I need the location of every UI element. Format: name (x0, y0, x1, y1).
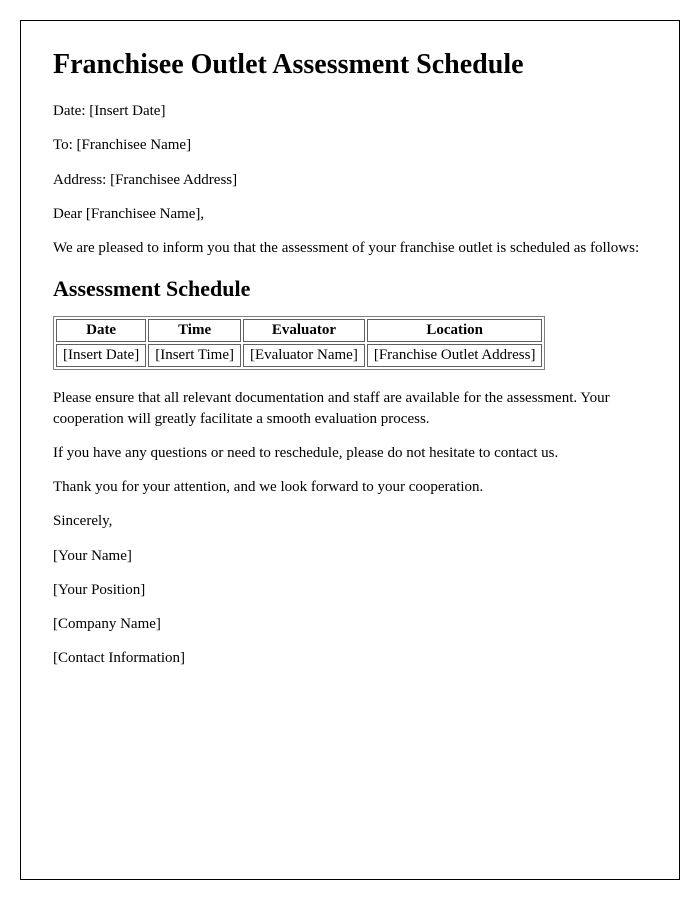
col-location: Location (367, 319, 543, 342)
cell-evaluator: [Evaluator Name] (243, 344, 365, 367)
closing-name: [Your Name] (53, 546, 647, 566)
schedule-table: Date Time Evaluator Location [Insert Dat… (53, 316, 545, 370)
col-date: Date (56, 319, 146, 342)
body-paragraph-2: If you have any questions or need to res… (53, 443, 647, 463)
intro-paragraph: We are pleased to inform you that the as… (53, 238, 647, 258)
cell-time: [Insert Time] (148, 344, 241, 367)
closing-sincerely: Sincerely, (53, 511, 647, 531)
table-header-row: Date Time Evaluator Location (56, 319, 542, 342)
date-line: Date: [Insert Date] (53, 101, 647, 121)
body-paragraph-1: Please ensure that all relevant document… (53, 388, 647, 429)
cell-date: [Insert Date] (56, 344, 146, 367)
col-evaluator: Evaluator (243, 319, 365, 342)
cell-location: [Franchise Outlet Address] (367, 344, 543, 367)
closing-position: [Your Position] (53, 580, 647, 600)
section-heading: Assessment Schedule (53, 276, 647, 302)
greeting-line: Dear [Franchisee Name], (53, 204, 647, 224)
closing-company: [Company Name] (53, 614, 647, 634)
closing-contact: [Contact Information] (53, 648, 647, 668)
to-line: To: [Franchisee Name] (53, 135, 647, 155)
address-line: Address: [Franchisee Address] (53, 170, 647, 190)
document-frame: Franchisee Outlet Assessment Schedule Da… (20, 20, 680, 880)
col-time: Time (148, 319, 241, 342)
table-row: [Insert Date] [Insert Time] [Evaluator N… (56, 344, 542, 367)
body-paragraph-3: Thank you for your attention, and we loo… (53, 477, 647, 497)
page-title: Franchisee Outlet Assessment Schedule (53, 49, 647, 81)
